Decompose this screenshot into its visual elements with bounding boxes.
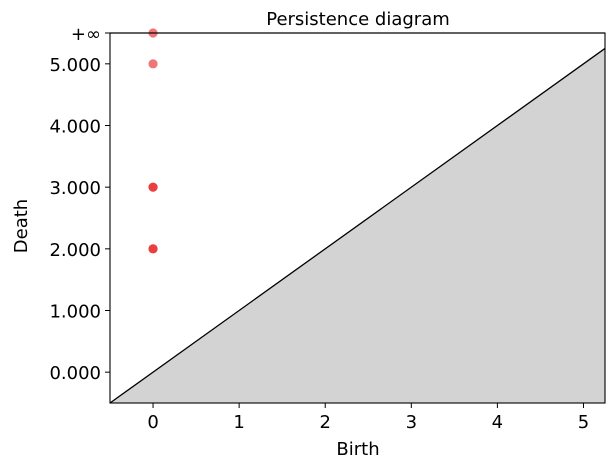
data-point [148, 244, 158, 254]
y-tick-label: 4.000 [49, 117, 101, 138]
y-axis-label: Death [11, 199, 32, 253]
x-tick-label: 2 [319, 412, 330, 433]
x-tick-label: 4 [492, 412, 503, 433]
y-tick-label: 5.000 [49, 55, 101, 76]
infinity-tick-label: +∞ [71, 24, 101, 45]
plot-frame [109, 32, 606, 404]
x-tick-label: 0 [147, 412, 158, 433]
x-tick-label: 1 [233, 412, 244, 433]
chart-title: Persistence diagram [266, 9, 450, 30]
x-tick-label: 3 [406, 412, 417, 433]
y-tick-label: 0.000 [49, 363, 101, 384]
y-tick-label: 2.000 [49, 240, 101, 261]
plot-area [109, 28, 606, 404]
y-tick-label: 1.000 [49, 302, 101, 323]
diagonal-line [109, 47, 606, 404]
data-point [148, 182, 158, 192]
x-tick-label: 5 [578, 412, 589, 433]
y-tick-label: 3.000 [49, 178, 101, 199]
data-point [148, 59, 158, 69]
x-axis-label: Birth [336, 439, 379, 460]
axis-ticks: 0 1 2 3 4 5 0.000 1.000 2.000 3.000 4.000 5.000 +∞ [49, 24, 589, 433]
